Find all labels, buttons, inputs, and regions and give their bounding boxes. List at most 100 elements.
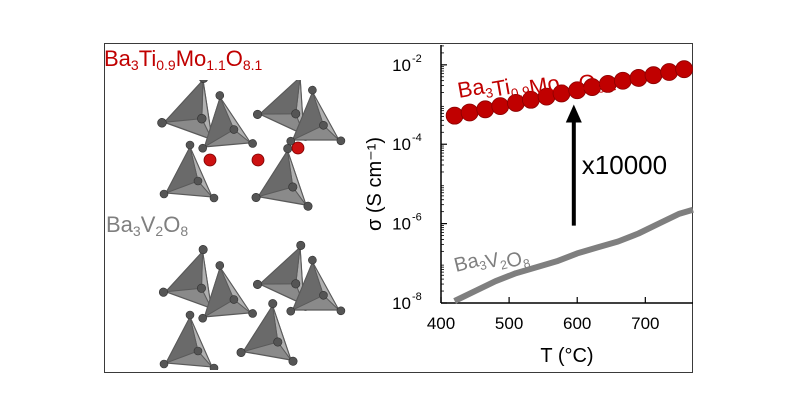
data-point-btmo [675,60,694,79]
y-tick-exponent: -4 [412,132,422,144]
oxygen-atom [193,176,203,186]
crystal-structure-illustration [157,80,346,370]
oxygen-atom [253,279,263,289]
oxygen-atom [336,136,346,146]
oxygen-atom [308,255,317,265]
x-tick-label: 600 [563,314,591,333]
data-point-btmo [629,69,648,87]
formula-subscript: 8.1 [242,57,263,73]
data-point-btmo [460,103,479,122]
y-tick-exponent: -6 [412,212,422,224]
oxygen-atom [229,295,239,304]
molybdenum-atom [251,153,265,167]
formula-subscript: 8 [522,256,532,271]
tetrahedron [159,140,219,203]
tetrahedron [158,245,218,315]
y-tick-exponent: -8 [412,291,422,303]
formula-subscript: 3 [130,57,139,73]
oxygen-atom [197,113,207,124]
molybdenum-atom [203,153,217,167]
oxygen-atom [158,287,168,297]
tetrahedron [286,255,346,316]
oxygen-atom [196,283,206,293]
oxygen-atom [319,120,328,130]
formula-subscript: 0.9 [510,83,531,101]
formula-element: Mo [527,70,561,100]
oxygen-atom [209,363,219,370]
oxygen-atom [185,140,195,150]
formula-element: Ba [104,46,131,71]
tetra-face [257,149,294,198]
x-tick-label: 500 [495,314,523,333]
tetra-face [203,265,235,318]
tetra-face [291,90,325,142]
arrow-head [565,104,582,123]
y-tick-label: 10 [392,135,411,154]
oxygen-atom [157,118,167,128]
x-tick-label: 400 [427,314,455,333]
oxygen-atom [248,139,257,148]
oxygen-atom [296,240,306,250]
formula-element: Ti [138,46,157,71]
y-axis-label: σ (S cm⁻¹) [364,137,386,231]
oxygen-atom [209,193,219,203]
formula-subscript: 8.1 [596,78,617,96]
tetra-face [291,260,325,312]
oxygen-atom [236,347,246,358]
formula-subscript: 1.1 [559,80,580,98]
oxygen-atom [185,310,195,320]
formula-element: O [577,69,598,97]
oxygen-atom [159,189,169,199]
formula-element: Ti [490,74,512,102]
x-tick-label: 700 [631,314,659,333]
formula-subscript: 3 [484,85,494,101]
tetra-face [242,304,279,353]
tetrahedron [198,261,257,323]
oxygen-atom [215,261,225,270]
oxygen-atom [319,290,328,300]
formula-subscript: 3 [132,223,141,239]
x-axis-label: T (°C) [540,345,593,367]
oxygen-atom [193,346,203,356]
formula-subscript: 3 [478,258,488,273]
structure-label-bvo: Ba3V2O8 [106,212,188,239]
oxygen-atom [268,299,278,309]
formula-element: Mo [175,46,207,71]
oxygen-atom [198,143,207,153]
annotation-label: x10000 [582,150,667,180]
series-line-ba3v2o8 [453,206,694,304]
formula-element: O [504,248,524,273]
formula-subscript: 2 [155,223,164,239]
y-tick-label: 10 [392,294,411,313]
oxygen-atom [198,80,209,83]
tetra-face [258,246,301,285]
tetrahedron [236,299,298,366]
formula-element: O [163,212,181,237]
oxygen-atom [273,337,283,347]
oxygen-atom [198,313,207,323]
formula-subscript: 0.9 [156,57,176,73]
oxygen-atom [159,359,169,369]
data-point-btmo [644,66,663,85]
formula-element: Ba [456,73,488,102]
tetra-face [164,145,199,194]
data-point-btmo [476,100,495,119]
tetrahedron [159,310,219,370]
formula-subscript: 8 [180,223,189,239]
formula-subscript: 1.1 [206,57,226,73]
formula-element: Ba [106,212,133,237]
oxygen-atom [291,109,301,119]
formula-element: V [483,249,502,274]
formula-subscript: 2 [499,257,509,272]
tetra-face [164,250,204,293]
tetrahedron [286,85,346,146]
tetra-face [258,80,301,115]
tetrahedron [157,80,219,147]
tetra-face [203,95,235,148]
data-point-btmo [660,63,679,81]
tetrahedron [251,144,313,211]
data-point-btmo [445,106,464,125]
tetrahedron [198,91,257,153]
oxygen-atom [248,309,257,318]
